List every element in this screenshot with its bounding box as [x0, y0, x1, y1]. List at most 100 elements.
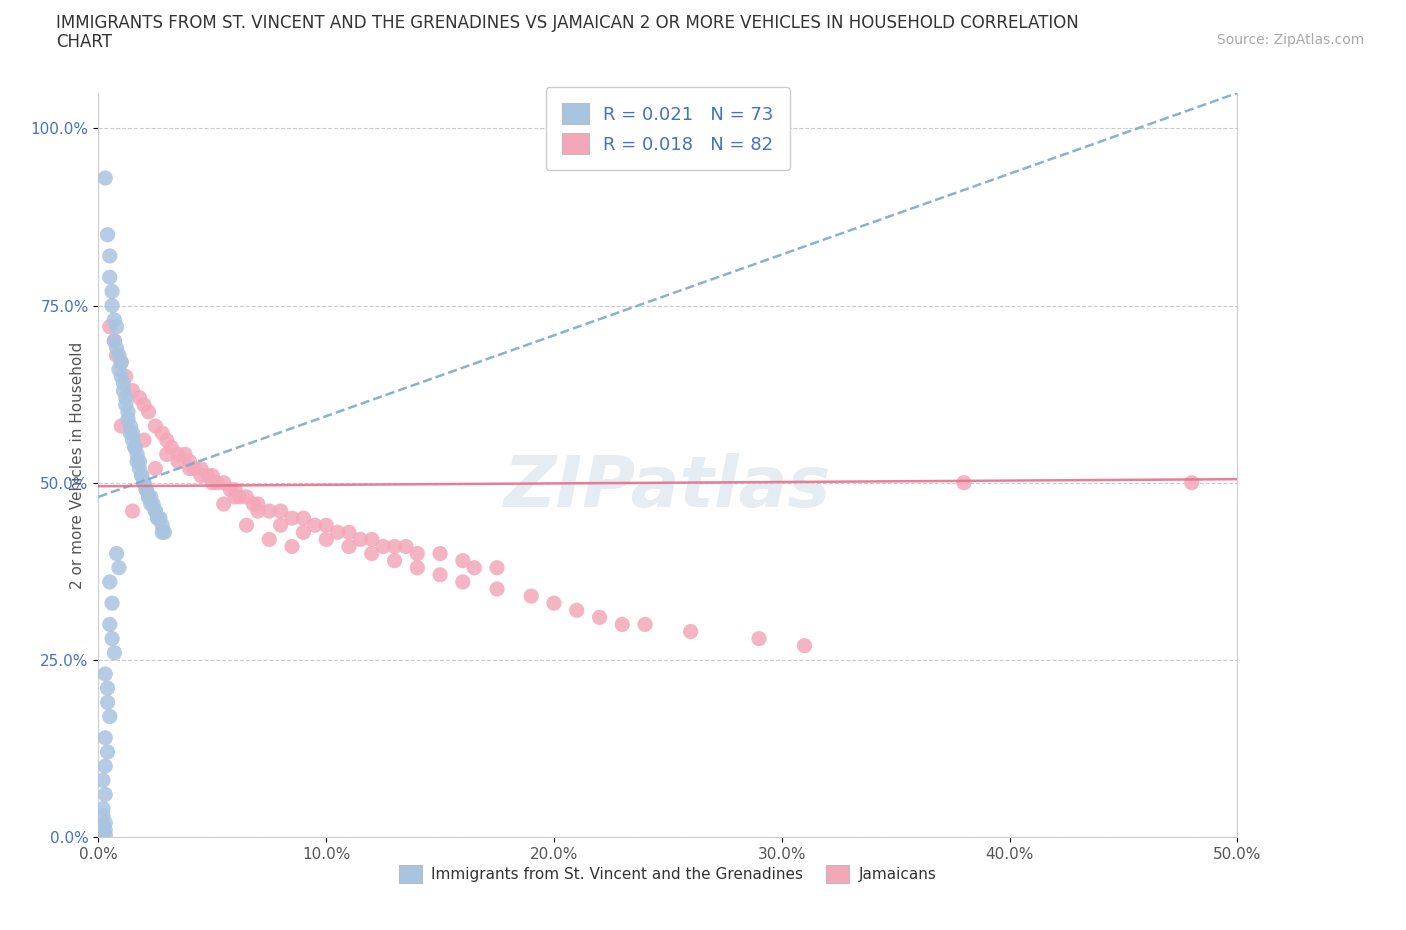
Point	[326, 525, 349, 539]
Point	[150, 518, 173, 533]
Point	[748, 631, 770, 646]
Point	[110, 418, 132, 433]
Point	[190, 468, 212, 483]
Point	[114, 397, 136, 412]
Point	[135, 483, 157, 498]
Point	[94, 787, 117, 802]
Point	[486, 560, 509, 575]
Text: Source: ZipAtlas.com: Source: ZipAtlas.com	[1216, 33, 1364, 46]
Point	[246, 497, 269, 512]
Point	[953, 475, 976, 490]
Point	[110, 369, 132, 384]
Point	[384, 539, 406, 554]
Point	[105, 546, 128, 561]
Point	[153, 525, 176, 539]
Point	[205, 475, 228, 490]
Point	[406, 546, 429, 561]
Point	[146, 511, 169, 525]
Point	[94, 759, 117, 774]
Point	[315, 518, 337, 533]
Point	[292, 525, 315, 539]
Point	[360, 546, 382, 561]
Point	[108, 560, 131, 575]
Point	[96, 745, 118, 760]
Point	[160, 440, 183, 455]
Y-axis label: 2 or more Vehicles in Household: 2 or more Vehicles in Household	[69, 341, 84, 589]
Point	[105, 340, 128, 355]
Point	[384, 553, 406, 568]
Point	[110, 355, 132, 370]
Point	[121, 432, 143, 447]
Point	[132, 475, 155, 490]
Point	[94, 667, 117, 682]
Point	[451, 575, 474, 590]
Point	[103, 645, 125, 660]
Point	[1181, 475, 1204, 490]
Legend: Immigrants from St. Vincent and the Grenadines, Jamaicans: Immigrants from St. Vincent and the Gren…	[394, 859, 942, 889]
Point	[105, 319, 128, 334]
Point	[112, 383, 135, 398]
Point	[463, 560, 485, 575]
Point	[150, 426, 173, 441]
Point	[112, 376, 135, 391]
Point	[110, 355, 132, 370]
Point	[145, 504, 167, 519]
Point	[146, 511, 169, 525]
Point	[131, 468, 153, 483]
Point	[145, 504, 167, 519]
Point	[96, 227, 118, 242]
Point	[101, 284, 124, 299]
Text: CHART: CHART	[56, 33, 112, 50]
Point	[315, 532, 337, 547]
Point	[429, 567, 451, 582]
Text: ZIPatlas: ZIPatlas	[505, 453, 831, 522]
Point	[108, 348, 131, 363]
Point	[135, 483, 157, 498]
Point	[156, 432, 179, 447]
Point	[228, 489, 250, 504]
Point	[138, 405, 160, 419]
Point	[212, 497, 235, 512]
Point	[219, 483, 242, 498]
Point	[114, 369, 136, 384]
Point	[793, 638, 815, 653]
Point	[451, 553, 474, 568]
Point	[108, 362, 131, 377]
Point	[132, 397, 155, 412]
Point	[235, 489, 257, 504]
Point	[96, 681, 118, 696]
Point	[98, 575, 121, 590]
Point	[259, 532, 281, 547]
Point	[174, 447, 197, 462]
Point	[96, 695, 118, 710]
Point	[270, 504, 292, 519]
Point	[128, 391, 150, 405]
Point	[167, 447, 190, 462]
Point	[150, 525, 173, 539]
Point	[120, 426, 142, 441]
Point	[212, 475, 235, 490]
Point	[91, 819, 114, 834]
Point	[634, 617, 657, 631]
Point	[121, 504, 143, 519]
Point	[103, 334, 125, 349]
Point	[91, 826, 114, 841]
Point	[179, 461, 201, 476]
Point	[94, 170, 117, 185]
Point	[132, 432, 155, 447]
Point	[197, 468, 219, 483]
Point	[281, 511, 304, 525]
Point	[98, 709, 121, 724]
Point	[270, 518, 292, 533]
Point	[486, 581, 509, 596]
Point	[98, 270, 121, 285]
Point	[138, 489, 160, 504]
Point	[101, 299, 124, 313]
Point	[124, 440, 146, 455]
Point	[127, 454, 149, 469]
Point	[139, 489, 162, 504]
Point	[183, 461, 205, 476]
Point	[127, 447, 149, 462]
Point	[98, 248, 121, 263]
Point	[406, 560, 429, 575]
